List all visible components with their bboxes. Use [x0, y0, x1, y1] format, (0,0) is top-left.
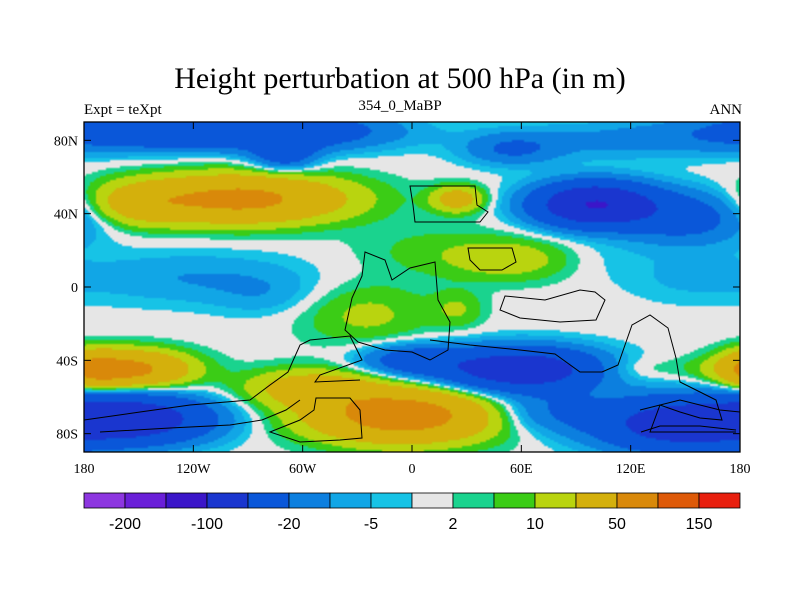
coastline-south-america [344, 251, 451, 361]
colorbar-label: -5 [364, 516, 378, 533]
season-label: ANN [709, 102, 743, 118]
colorbar: -200 -100 -20 -5 2 10 50 150 [83, 492, 741, 533]
colorbar-swatch [206, 492, 249, 509]
coastline-antarctic-shelf [268, 397, 363, 443]
colorbar-label: 10 [526, 516, 544, 533]
colorbar-swatch [575, 492, 618, 509]
colorbar-label: -200 [109, 516, 141, 533]
coastline-africa [499, 289, 606, 323]
axis-ticks: 180 120W 60W 0 60E 120E 180 80N 40N 0 40S 80S [54, 122, 751, 477]
colorbar-label: -20 [277, 516, 300, 533]
y-tick-label: 80S [56, 428, 78, 443]
x-tick-label: 60E [510, 462, 533, 477]
heatmap-field [84, 122, 740, 452]
coastline-antarctica-edge [99, 399, 301, 433]
colorbar-swatch [83, 492, 126, 509]
experiment-label: Expt = teXpt [84, 102, 162, 118]
colorbar-label: 50 [608, 516, 626, 533]
x-tick-label: 180 [74, 462, 95, 477]
x-tick-label: 0 [409, 462, 416, 477]
colorbar-swatch [329, 492, 372, 509]
colorbar-swatch [247, 492, 290, 509]
colorbar-swatch [493, 492, 536, 509]
coastline-antarctic-west [84, 335, 363, 421]
colorbar-swatch [165, 492, 208, 509]
colorbar-label: 2 [449, 516, 458, 533]
coastlines [84, 185, 740, 443]
x-tick-label: 120E [616, 462, 646, 477]
coastline-ross [640, 425, 737, 433]
coastline-equatorial-ocean [429, 314, 736, 433]
y-tick-label: 0 [71, 281, 78, 296]
colorbar-swatch [124, 492, 167, 509]
coastline-north-america [409, 185, 489, 223]
colorbar-swatch [370, 492, 413, 509]
colorbar-swatch [288, 492, 331, 509]
colorbar-swatch [698, 492, 741, 509]
x-tick-label: 120W [176, 462, 211, 477]
colorbar-swatch [534, 492, 577, 509]
colorbar-swatch [411, 492, 454, 509]
x-tick-label: 180 [730, 462, 751, 477]
colorbar-label: -100 [191, 516, 223, 533]
coastline-central-asia [467, 247, 517, 271]
colorbar-swatch [657, 492, 700, 509]
colorbar-swatch [452, 492, 495, 509]
y-tick-label: 40S [56, 354, 78, 369]
period-label: 354_0_MaBP [358, 98, 442, 114]
y-tick-label: 40N [54, 208, 78, 223]
colorbar-label: 150 [686, 516, 713, 533]
chart-title: Height perturbation at 500 hPa (in m) [174, 62, 626, 95]
y-tick-label: 80N [54, 134, 78, 149]
colorbar-swatch [616, 492, 659, 509]
x-tick-label: 60W [289, 462, 317, 477]
coastline-east [639, 399, 740, 413]
